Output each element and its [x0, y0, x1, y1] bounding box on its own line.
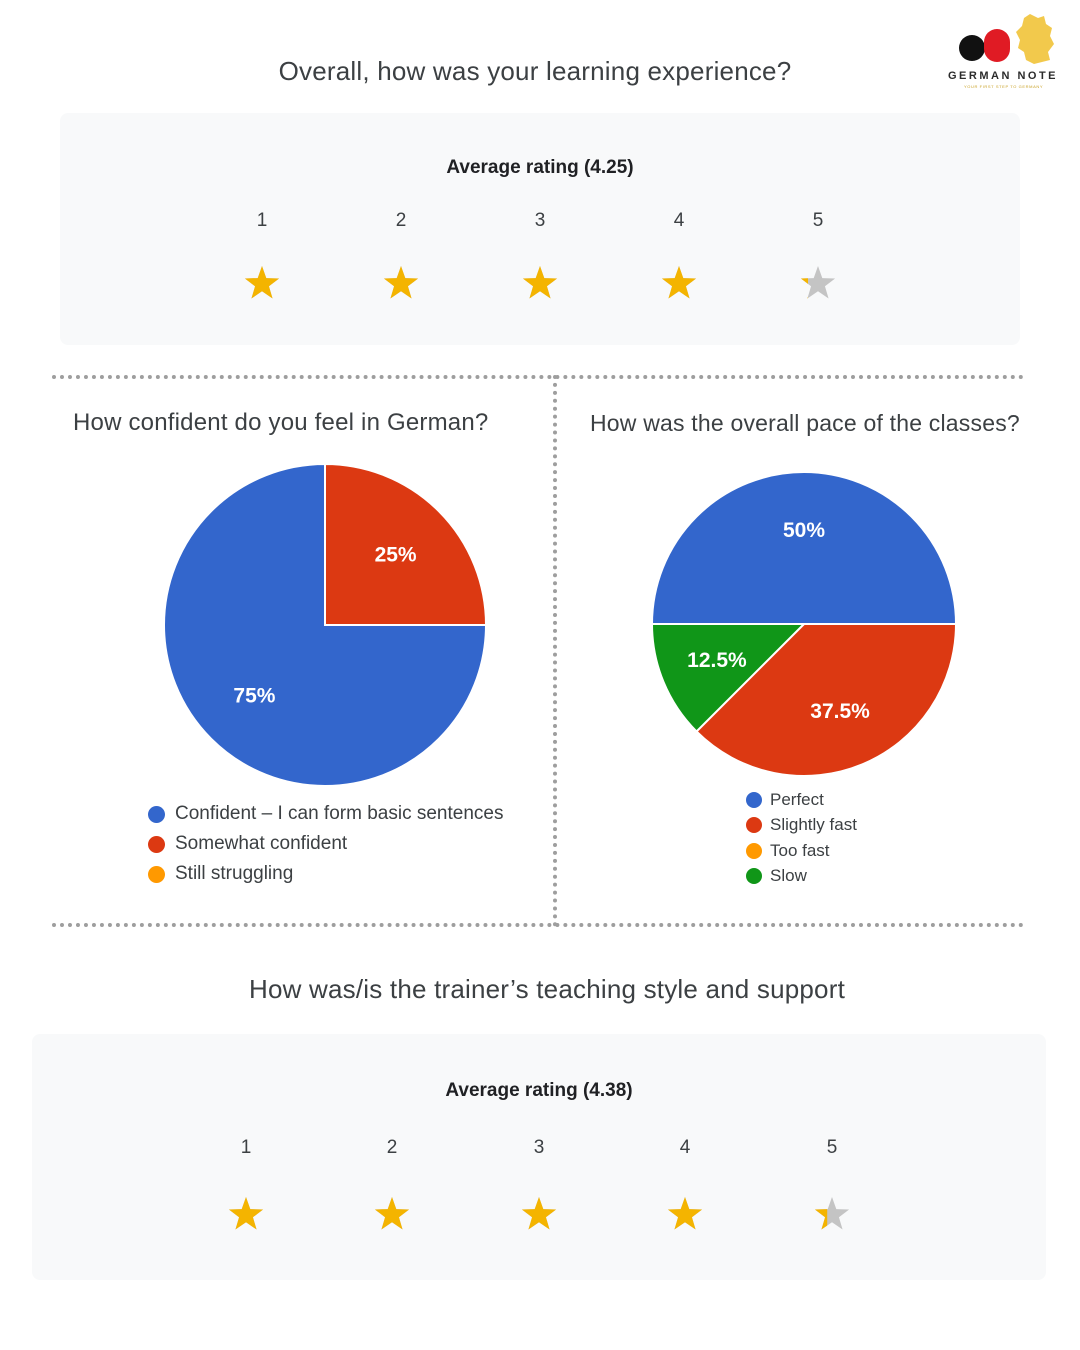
- q4-star-icon-3: [521, 1197, 557, 1230]
- q4-scale-label-1: 1: [240, 1137, 252, 1158]
- q2-legend-label-2: Somewhat confident: [175, 833, 348, 854]
- logo-red-pill: [984, 29, 1010, 62]
- q3-legend-swatch-1: [746, 791, 762, 808]
- q3-legend-label-2: Slightly fast: [770, 815, 857, 835]
- q1-star-icon-2: [383, 266, 419, 299]
- q2-legend-label-1: Confident – I can form basic sentences: [175, 803, 504, 824]
- q3-slice-1: [650, 471, 958, 625]
- q3-slice-label-1: 50%: [783, 519, 825, 542]
- q4-star-icon-1: [228, 1197, 264, 1230]
- divider-bottom: [52, 923, 1024, 927]
- q2-slice-label-1: 75%: [233, 685, 275, 708]
- q3-legend-label-4: Slow: [770, 866, 807, 886]
- q2-legend: Confident – I can form basic sentences So…: [148, 799, 503, 889]
- q3-slice-4: [650, 623, 807, 733]
- q1-star-icon-1: [244, 266, 280, 299]
- q1-rating-panel: Average rating (4.25) 1 2 3 4 5: [60, 113, 1020, 345]
- q4-scale-label-2: 2: [386, 1137, 398, 1158]
- q4-title: How was/is the trainer’s teaching style …: [249, 974, 845, 1004]
- q2-legend-label-3: Still struggling: [175, 863, 294, 884]
- logo: GERMAN NOTE YOUR FIRST STEP TO GERMANY: [946, 12, 1066, 92]
- q1-star-icon-5: [800, 266, 836, 299]
- q4-scale-label-3: 3: [533, 1137, 545, 1158]
- q3-legend-item-1: Perfect: [746, 787, 857, 813]
- q2-legend-item-3: Still struggling: [148, 859, 503, 889]
- q1-title: Overall, how was your learning experienc…: [278, 56, 792, 86]
- logo-black-dot: [959, 35, 985, 61]
- q1-scale-label-4: 4: [673, 210, 685, 231]
- q3-title: How was the overall pace of the classes?: [590, 410, 1020, 436]
- q4-star-icon-5: [814, 1197, 850, 1230]
- q1-scale-label-1: 1: [256, 210, 268, 231]
- q1-scale-label-2: 2: [395, 210, 407, 231]
- q4-star-icon-4: [667, 1197, 703, 1230]
- q2-legend-item-1: Confident – I can form basic sentences: [148, 799, 503, 829]
- q4-star-icon-2: [374, 1197, 410, 1230]
- q3-slice-label-2: 37.5%: [810, 700, 870, 723]
- logo-germany-map-icon: [1016, 14, 1054, 64]
- q4-scale-label-5: 5: [826, 1137, 838, 1158]
- q2-slice-2: [324, 462, 488, 626]
- logo-mark: [959, 14, 1054, 64]
- q4-scale-label-4: 4: [679, 1137, 691, 1158]
- q1-average-label: Average rating (4.25): [446, 157, 634, 178]
- divider-middle: [553, 375, 557, 927]
- q3-legend-item-4: Slow: [746, 864, 857, 890]
- q2-pie-chart: 75% 25%: [163, 462, 488, 787]
- q3-legend-swatch-2: [746, 817, 762, 834]
- q3-legend-item-2: Slightly fast: [746, 813, 857, 839]
- q3-slice-2: [695, 623, 958, 777]
- q3-slice-label-4: 12.5%: [687, 649, 747, 672]
- divider-top: [52, 375, 1024, 379]
- q2-legend-swatch-2: [148, 835, 165, 853]
- q2-legend-item-2: Somewhat confident: [148, 829, 503, 859]
- q3-legend-label-1: Perfect: [770, 789, 824, 809]
- q4-average-label: Average rating (4.38): [445, 1080, 633, 1101]
- q1-scale-label-3: 3: [534, 210, 546, 231]
- q3-legend-swatch-4: [746, 868, 762, 885]
- logo-name: GERMAN NOTE: [948, 70, 1058, 82]
- q1-scale-label-5: 5: [812, 210, 824, 231]
- q4-rating-panel: Average rating (4.38) 1 2 3 4 5: [32, 1034, 1046, 1280]
- q3-legend-label-3: Too fast: [770, 840, 830, 860]
- q2-title: How confident do you feel in German?: [73, 409, 489, 436]
- q3-legend: Perfect Slightly fast Too fast Slow: [746, 787, 857, 889]
- q3-pie-chart: 50% 37.5% 12.5%: [650, 471, 958, 777]
- q2-slice-label-2: 25%: [375, 543, 417, 566]
- q3-legend-item-3: Too fast: [746, 838, 857, 864]
- q3-legend-swatch-3: [746, 842, 762, 859]
- q2-legend-swatch-1: [148, 805, 165, 823]
- q2-legend-swatch-3: [148, 865, 165, 883]
- q1-star-icon-4: [661, 266, 697, 299]
- q1-star-icon-3: [522, 266, 558, 299]
- logo-tagline: YOUR FIRST STEP TO GERMANY: [964, 84, 1044, 89]
